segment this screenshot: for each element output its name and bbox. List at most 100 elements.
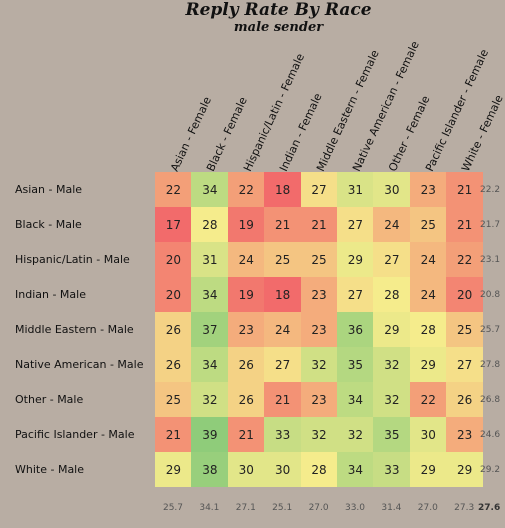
- heatmap-cell: 35: [337, 347, 374, 382]
- heatmap-cell: 32: [191, 382, 229, 417]
- heatmap-cell: 22: [446, 242, 484, 277]
- heatmap-cell: 23: [446, 417, 484, 452]
- heatmap-cell: 21: [227, 417, 265, 452]
- heatmap-cell: 18: [264, 172, 302, 207]
- heatmap-cell: 30: [227, 452, 265, 487]
- heatmap-cell: 21: [446, 207, 484, 242]
- heatmap-cell: 34: [191, 277, 229, 312]
- heatmap-cell: 33: [373, 452, 411, 487]
- heatmap-cell: 28: [373, 277, 411, 312]
- heatmap-cell: 26: [446, 382, 484, 417]
- heatmap-cell: 25: [409, 207, 447, 242]
- heatmap-cell: 25: [300, 242, 338, 277]
- heatmap-cell: 21: [264, 207, 302, 242]
- heatmap-cell: 29: [337, 242, 374, 277]
- column-average: 27.0: [308, 503, 329, 513]
- heatmap-cell: 20: [155, 277, 192, 312]
- heatmap-cell: 19: [227, 207, 265, 242]
- chart-title: Reply Rate By Race: [185, 0, 372, 20]
- heatmap-cell: 35: [373, 417, 411, 452]
- heatmap-cell: 32: [300, 347, 338, 382]
- heatmap-cell: 29: [373, 312, 411, 347]
- column-average: 27.0: [417, 503, 438, 513]
- heatmap-cell: 23: [227, 312, 265, 347]
- column-average: 27.3: [454, 503, 475, 513]
- heatmap-cell: 26: [155, 312, 192, 347]
- column-label: Native American - Female: [350, 39, 422, 174]
- row-average: 29.2: [480, 465, 501, 475]
- heatmap-cell: 32: [337, 417, 374, 452]
- heatmap-cell: 21: [446, 172, 484, 207]
- heatmap-cell: 31: [191, 242, 229, 277]
- heatmap-cell: 21: [155, 417, 192, 452]
- heatmap-cell: 25: [264, 242, 302, 277]
- row-label: Middle Eastern - Male: [15, 323, 134, 336]
- heatmap-cell: 39: [191, 417, 229, 452]
- heatmap-cell: 33: [264, 417, 302, 452]
- row-average: 23.1: [480, 255, 501, 265]
- heatmap-cell: 36: [337, 312, 374, 347]
- heatmap-cell: 25: [155, 382, 192, 417]
- heatmap-cell: 37: [191, 312, 229, 347]
- heatmap-cell: 34: [191, 172, 229, 207]
- heatmap-cell: 18: [264, 277, 302, 312]
- column-average: 25.7: [162, 503, 184, 513]
- heatmap-cell: 26: [155, 347, 192, 382]
- heatmap-cell: 25: [446, 312, 484, 347]
- column-average: 31.4: [381, 503, 402, 513]
- heatmap-cell: 29: [409, 452, 447, 487]
- heatmap-cell: 28: [300, 452, 338, 487]
- heatmap-cell: 24: [264, 312, 302, 347]
- row-label: Indian - Male: [15, 288, 86, 301]
- row-label: Pacific Islander - Male: [15, 428, 135, 441]
- heatmap-cell: 28: [191, 207, 229, 242]
- row-label: White - Male: [15, 463, 85, 476]
- row-label: Native American - Male: [15, 358, 144, 371]
- row-label: Asian - Male: [15, 183, 83, 196]
- heatmap-cell: 38: [191, 452, 229, 487]
- heatmap-cell: 31: [337, 172, 374, 207]
- heatmap-cell: 27: [373, 242, 411, 277]
- heatmap-cell: 22: [155, 172, 192, 207]
- heatmap-cell: 28: [409, 312, 447, 347]
- heatmap-cell: 32: [373, 382, 411, 417]
- heatmap-cell: 21: [264, 382, 302, 417]
- row-average: 20.8: [480, 290, 501, 300]
- heatmap-cell: 26: [227, 382, 265, 417]
- heatmap-cell: 30: [373, 172, 411, 207]
- row-average: 24.6: [480, 430, 501, 440]
- heatmap-cell: 34: [337, 452, 374, 487]
- heatmap-cell: 23: [300, 382, 338, 417]
- heatmap-cell: 20: [155, 242, 192, 277]
- heatmap-cell: 27: [446, 347, 484, 382]
- heatmap-cell: 24: [409, 277, 447, 312]
- heatmap-cell: 21: [300, 207, 338, 242]
- heatmap-cell: 26: [227, 347, 265, 382]
- heatmap-cell: 27: [300, 172, 338, 207]
- heatmap-cell: 24: [409, 242, 447, 277]
- column-label: Middle Eastern - Female: [313, 48, 382, 174]
- row-average: 25.7: [480, 325, 501, 335]
- column-average: 25.1: [272, 503, 293, 513]
- column-label: Pacific Islander - Female: [422, 47, 491, 174]
- heatmap-cell: 27: [337, 207, 374, 242]
- column-average: 33.0: [344, 503, 366, 513]
- heatmap-cell: 34: [191, 347, 229, 382]
- row-label: Other - Male: [15, 393, 84, 406]
- heatmap-cell: 27: [264, 347, 302, 382]
- heatmap-cell: 23: [300, 277, 338, 312]
- heatmap-cell: 29: [446, 452, 484, 487]
- chart-subtitle: male sender: [233, 20, 324, 35]
- heatmap-cell: 29: [155, 452, 192, 487]
- row-label: Black - Male: [15, 218, 82, 231]
- heatmap-cell: 20: [446, 277, 484, 312]
- heatmap-cell: 24: [227, 242, 265, 277]
- column-average: 27.1: [235, 503, 256, 513]
- heatmap-cell: 23: [300, 312, 338, 347]
- row-average: 21.7: [480, 220, 501, 230]
- overall-average: 27.6: [478, 503, 501, 513]
- heatmap-cell: 30: [409, 417, 447, 452]
- heatmap-cell: 32: [300, 417, 338, 452]
- heatmap-cell: 22: [227, 172, 265, 207]
